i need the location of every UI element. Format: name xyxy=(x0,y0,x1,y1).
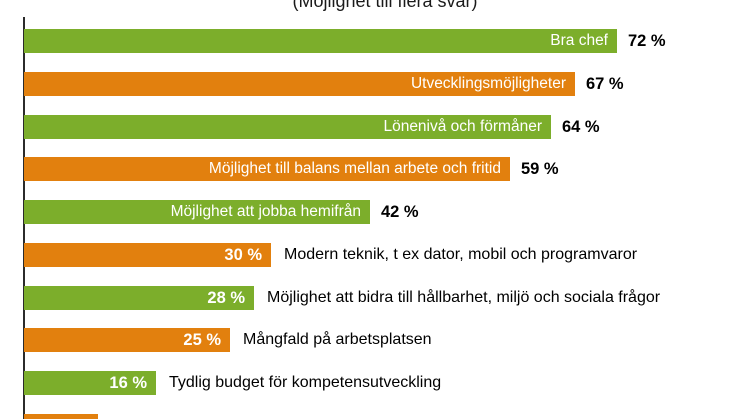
bar: Möjlighet till balans mellan arbete och … xyxy=(24,157,510,181)
bar-label: Möjlighet att jobba hemifrån xyxy=(170,203,361,220)
percentage-value: 28 % xyxy=(207,288,245,307)
percentage-value: 59 % xyxy=(521,159,559,178)
bar: Lönenivå och förmåner xyxy=(24,115,551,139)
bar-row: Möjlighet till balans mellan arbete och … xyxy=(24,157,559,181)
bar-row: Bra chef 72 % xyxy=(24,29,666,53)
y-axis-line xyxy=(23,17,25,419)
bar: Utvecklingsmöjligheter xyxy=(24,72,575,96)
bar: 30 % xyxy=(24,243,271,267)
bar: 28 % xyxy=(24,286,254,310)
bar-row: 16 % Tydlig budget för kompetensutvecklin… xyxy=(24,371,441,395)
bar-label: Utvecklingsmöjligheter xyxy=(410,75,566,92)
percentage-value: 30 % xyxy=(224,245,262,264)
bar-label: Möjlighet till balans mellan arbete och … xyxy=(208,160,501,177)
bar-row: 28 % Möjlighet att bidra till hållbarhet,… xyxy=(24,286,660,310)
bar-label: Mångfald på arbetsplatsen xyxy=(243,331,432,348)
bar-row: Utvecklingsmöjligheter 67 % xyxy=(24,72,624,96)
bar-label: Tydlig budget för kompetensutveckling xyxy=(169,374,442,391)
bar-label: Möjlighet att bidra till hållbarhet, mil… xyxy=(267,289,661,306)
bar xyxy=(24,414,98,419)
bar-row: 25 % Mångfald på arbetsplatsen xyxy=(24,328,432,352)
percentage-value: 16 % xyxy=(109,373,147,392)
chart-subtitle: (Möjlighet till flera svar) xyxy=(292,0,478,11)
bar-label: Bra chef xyxy=(550,32,608,49)
bar: Möjlighet att jobba hemifrån xyxy=(24,200,370,224)
bar-row: Lönenivå och förmåner 64 % xyxy=(24,115,600,139)
bar-row: 30 % Modern teknik, t ex dator, mobil och… xyxy=(24,243,637,267)
percentage-value: 42 % xyxy=(381,202,419,221)
bar-label: Lönenivå och förmåner xyxy=(383,118,542,135)
percentage-value: 72 % xyxy=(628,31,666,50)
bar: Bra chef xyxy=(24,29,617,53)
percentage-value: 67 % xyxy=(586,74,624,93)
percentage-value: 64 % xyxy=(562,117,600,136)
bar-row: Möjlighet att jobba hemifrån 42 % xyxy=(24,200,419,224)
bar: 16 % xyxy=(24,371,156,395)
bar-label: Modern teknik, t ex dator, mobil och pro… xyxy=(284,246,638,263)
bar: 25 % xyxy=(24,328,230,352)
bar-row xyxy=(24,414,98,419)
percentage-value: 25 % xyxy=(183,330,221,349)
